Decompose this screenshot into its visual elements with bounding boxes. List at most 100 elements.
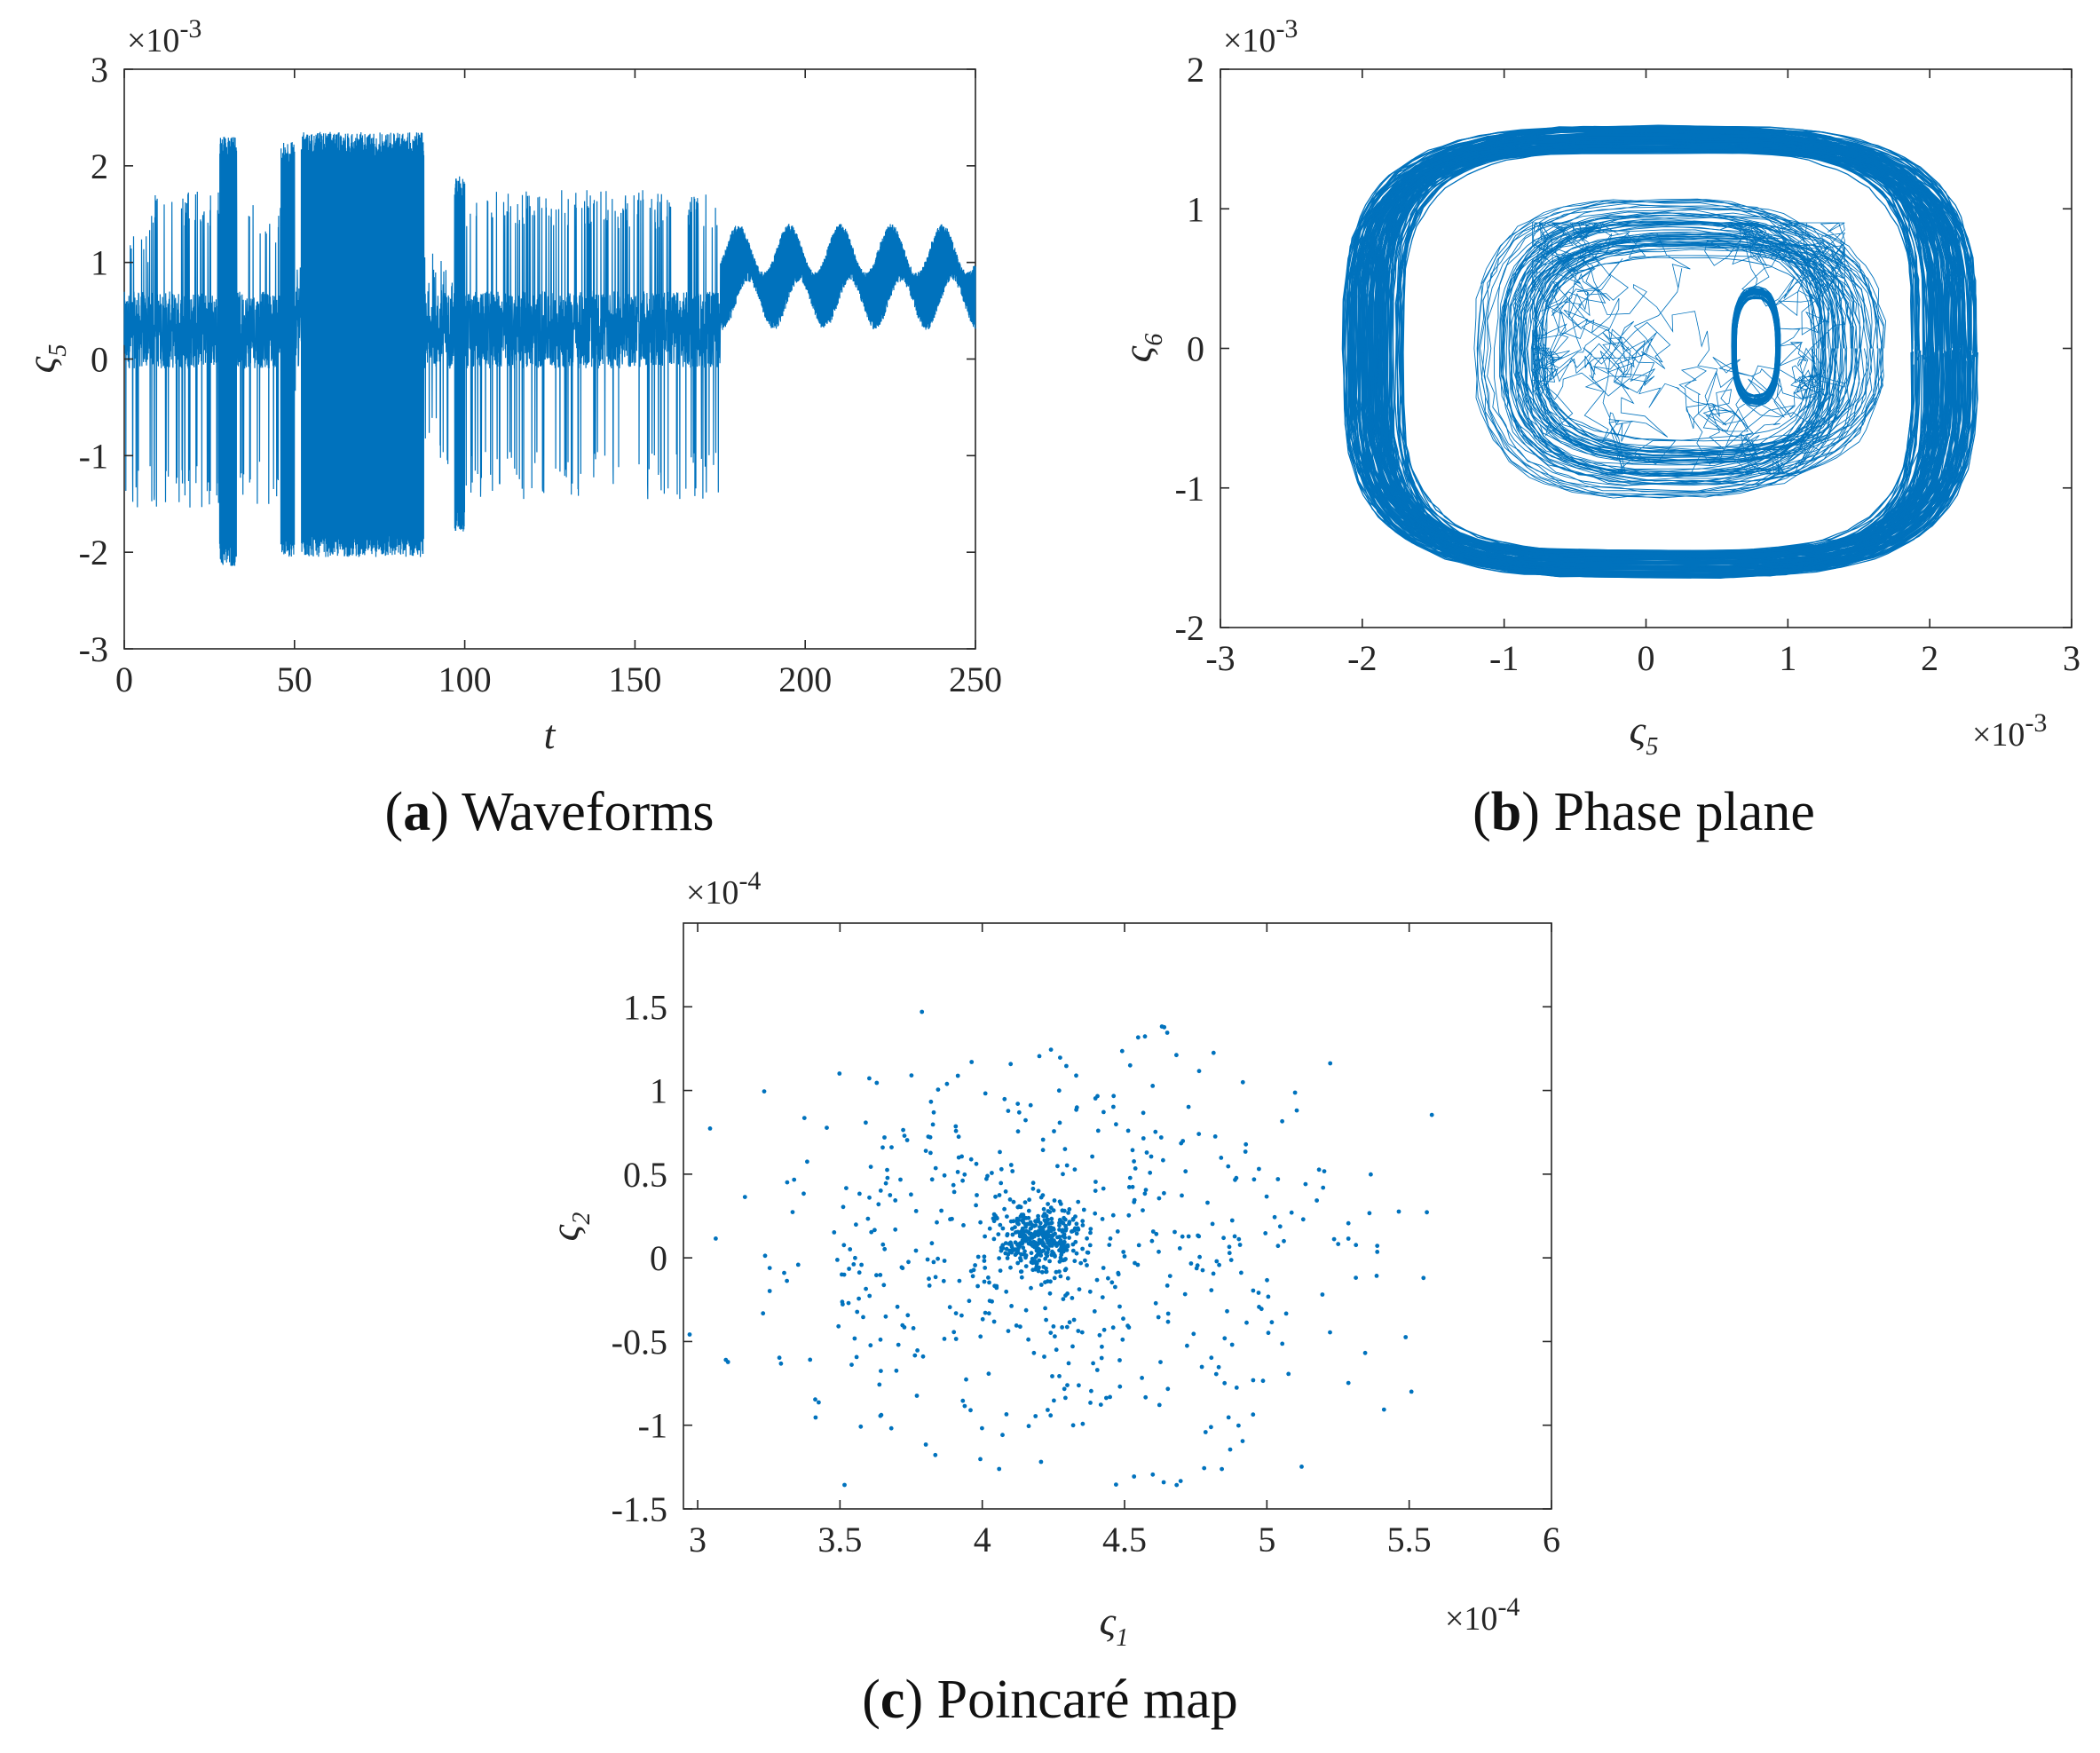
panel-c-point [1064, 1324, 1070, 1330]
panel-c-point [1088, 1401, 1093, 1405]
panel-b-orbit [1363, 147, 1954, 571]
panel-c-point [1086, 1250, 1091, 1255]
panel-c-point [1067, 1236, 1071, 1240]
panel-c-point [928, 1150, 933, 1156]
panel-c-point [1085, 1236, 1089, 1241]
panel-c-point [926, 1134, 931, 1139]
panel-c-point [1097, 1332, 1102, 1338]
panel-c-point [1098, 1402, 1103, 1407]
panel-c-point [1346, 1380, 1351, 1386]
panel-c-point [1174, 1482, 1180, 1488]
panel-c-point [1266, 1331, 1271, 1336]
panel-c-point [1150, 1472, 1156, 1477]
panel-c-point [1108, 1394, 1112, 1400]
panel-c-point [1030, 1236, 1035, 1240]
panel-c-point [1005, 1256, 1010, 1260]
panel-c-point [1369, 1172, 1373, 1177]
panel-c-point [846, 1300, 851, 1306]
panel-b-ytick-label: 0 [1187, 329, 1204, 369]
panel-c-point [1070, 1296, 1075, 1300]
panel-c-point [1088, 1230, 1093, 1236]
panel-c-point [1167, 1274, 1172, 1278]
panel-c-point [1032, 1260, 1037, 1265]
panel-b-small-loop [1734, 296, 1778, 398]
panel-c-point [1062, 1215, 1066, 1220]
panel-c-point [1209, 1425, 1213, 1430]
panel-c-point [767, 1266, 772, 1270]
panel-a-ticks: 0 50 100 150 200 250 -3 -2 -1 0 1 2 3 [79, 50, 1002, 699]
panel-c-point [1056, 1088, 1062, 1094]
panel-b-orbit [1358, 141, 1961, 579]
panel-c-point [1251, 1288, 1256, 1293]
panel-c-point [847, 1267, 851, 1271]
panel-b-xtick-label: -2 [1347, 638, 1377, 678]
panel-b-ytick-label: 2 [1187, 50, 1204, 90]
panel-c-point [1065, 1275, 1070, 1281]
panel-c-point [1036, 1213, 1040, 1219]
panel-c-point [1321, 1185, 1326, 1190]
panel-c-point [953, 1124, 959, 1129]
panel-c-point [1114, 1122, 1118, 1127]
panel-c-point [933, 1165, 938, 1171]
panel-b-orbit [1368, 128, 1950, 554]
panel-c-point [1062, 1147, 1068, 1151]
panel-c-point [964, 1377, 968, 1382]
panel-c-point [1153, 1300, 1158, 1306]
panel-c-point [1164, 1283, 1170, 1288]
panel-c-point [1256, 1291, 1261, 1295]
panel-c-point [1136, 1243, 1141, 1248]
panel-c-point [864, 1286, 868, 1291]
panel-c-point [1080, 1246, 1085, 1252]
panel-c-point [1153, 1129, 1158, 1134]
panel-c-point [1038, 1459, 1044, 1465]
panel-c-point [1114, 1482, 1118, 1487]
panel-b-orbit [1368, 128, 1950, 567]
panel-c-point [1185, 1343, 1189, 1348]
panel-c-point [1236, 1236, 1242, 1242]
panel-c-point [1150, 1229, 1156, 1234]
panel-c-point [836, 1323, 841, 1329]
panel-c-point [1142, 1034, 1148, 1039]
panel-c-point [1072, 1167, 1078, 1172]
panel-b-orbit [1368, 132, 1950, 565]
caption-b: (b) Phase plane [1472, 782, 1815, 842]
panel-c-point [939, 1208, 943, 1213]
panel-c-point [865, 1216, 871, 1221]
panel-c-point [1008, 1219, 1014, 1224]
panel-c-point [1179, 1141, 1184, 1146]
panel-b-xtick-label: 3 [2063, 638, 2080, 678]
panel-c-point [1133, 1166, 1138, 1171]
panel-c-point [1331, 1236, 1337, 1242]
panel-c-point [1299, 1465, 1304, 1469]
panel-c-point [855, 1309, 860, 1315]
panel-c-point [1180, 1234, 1185, 1239]
panel-c-point [1039, 1269, 1045, 1275]
panel-c-point [1080, 1421, 1086, 1426]
panel-c-point [1101, 1109, 1106, 1115]
panel-c-point [707, 1126, 713, 1131]
panel-c-point [1240, 1079, 1245, 1085]
panel-b-orbit [1362, 128, 1957, 566]
panel-c-point [1197, 1254, 1202, 1259]
panel-b-orbit [1350, 136, 1970, 565]
panel-c-point [1040, 1137, 1046, 1142]
panel-b-ytick-label: -2 [1175, 608, 1204, 648]
panel-b-orbit [1386, 130, 1930, 577]
panel-b-small-loop [1735, 296, 1777, 397]
panel-c-point [1165, 1386, 1171, 1392]
panel-b-orbit [1367, 127, 1951, 561]
panel-c-x-multiplier: ×10-4 [1445, 1592, 1520, 1638]
panel-c-point [888, 1425, 894, 1431]
panel-c-point [955, 1170, 960, 1174]
panel-c-point [805, 1159, 809, 1165]
panel-c-point [991, 1236, 997, 1242]
panel-c-point [1354, 1275, 1358, 1280]
panel-c-point [864, 1120, 868, 1125]
panel-c-point [1016, 1221, 1021, 1227]
panel-b-orbit [1349, 130, 1972, 571]
panel-c-point [1354, 1243, 1359, 1248]
panel-c-point [993, 1194, 998, 1199]
panel-c-point [1240, 1439, 1245, 1443]
panel-c-point [1052, 1198, 1057, 1203]
